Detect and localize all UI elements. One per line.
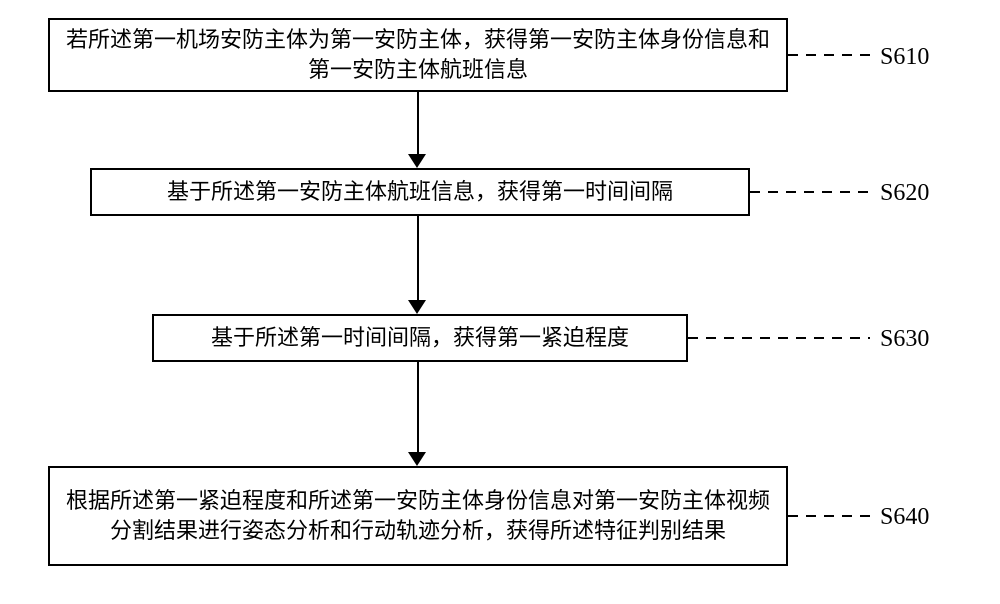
flow-step-label-s620: S620 xyxy=(880,180,929,207)
arrow-head-icon xyxy=(408,452,426,466)
dash-segment xyxy=(850,337,860,339)
flow-step-label-s610: S610 xyxy=(880,44,929,71)
dash-segment xyxy=(814,337,824,339)
dash-segment xyxy=(778,337,788,339)
dash-segment xyxy=(824,54,834,56)
dash-segment xyxy=(842,515,852,517)
dash-segment xyxy=(796,337,806,339)
flow-step-label-s640: S640 xyxy=(880,504,929,531)
dash-segment xyxy=(688,337,698,339)
flow-step-label-s630: S630 xyxy=(880,326,929,353)
arrow-line xyxy=(417,216,419,300)
dash-segment xyxy=(768,191,778,193)
flowchart-canvas: 若所述第一机场安防主体为第一安防主体，获得第一安防主体身份信息和第一安防主体航班… xyxy=(0,0,1000,604)
arrow-head-icon xyxy=(408,300,426,314)
dash-segment xyxy=(804,191,814,193)
dash-segment xyxy=(822,191,832,193)
flow-step-text: 若所述第一机场安防主体为第一安防主体，获得第一安防主体身份信息和第一安防主体航班… xyxy=(60,25,776,84)
dash-segment xyxy=(806,515,816,517)
dash-segment xyxy=(806,54,816,56)
flow-step-text: 基于所述第一时间间隔，获得第一紧迫程度 xyxy=(211,323,629,353)
dash-segment xyxy=(858,191,868,193)
arrow-line xyxy=(417,362,419,452)
dash-segment xyxy=(706,337,716,339)
dash-segment xyxy=(860,515,870,517)
dash-segment xyxy=(832,337,842,339)
dash-segment xyxy=(786,191,796,193)
dash-segment xyxy=(824,515,834,517)
dash-segment xyxy=(750,191,760,193)
dash-segment xyxy=(724,337,734,339)
flow-step-text: 基于所述第一安防主体航班信息，获得第一时间间隔 xyxy=(167,177,673,207)
dash-segment xyxy=(842,54,852,56)
arrow-line xyxy=(417,92,419,154)
dash-segment xyxy=(742,337,752,339)
flow-step-text: 根据所述第一紧迫程度和所述第一安防主体身份信息对第一安防主体视频分割结果进行姿态… xyxy=(60,486,776,545)
arrow-head-icon xyxy=(408,154,426,168)
flow-step-s610: 若所述第一机场安防主体为第一安防主体，获得第一安防主体身份信息和第一安防主体航班… xyxy=(48,18,788,92)
flow-step-s630: 基于所述第一时间间隔，获得第一紧迫程度 xyxy=(152,314,688,362)
flow-step-s620: 基于所述第一安防主体航班信息，获得第一时间间隔 xyxy=(90,168,750,216)
dash-segment xyxy=(788,515,798,517)
dash-segment xyxy=(840,191,850,193)
dash-segment xyxy=(760,337,770,339)
dash-segment xyxy=(868,337,870,339)
flow-step-s640: 根据所述第一紧迫程度和所述第一安防主体身份信息对第一安防主体视频分割结果进行姿态… xyxy=(48,466,788,566)
dash-segment xyxy=(788,54,798,56)
dash-segment xyxy=(860,54,870,56)
